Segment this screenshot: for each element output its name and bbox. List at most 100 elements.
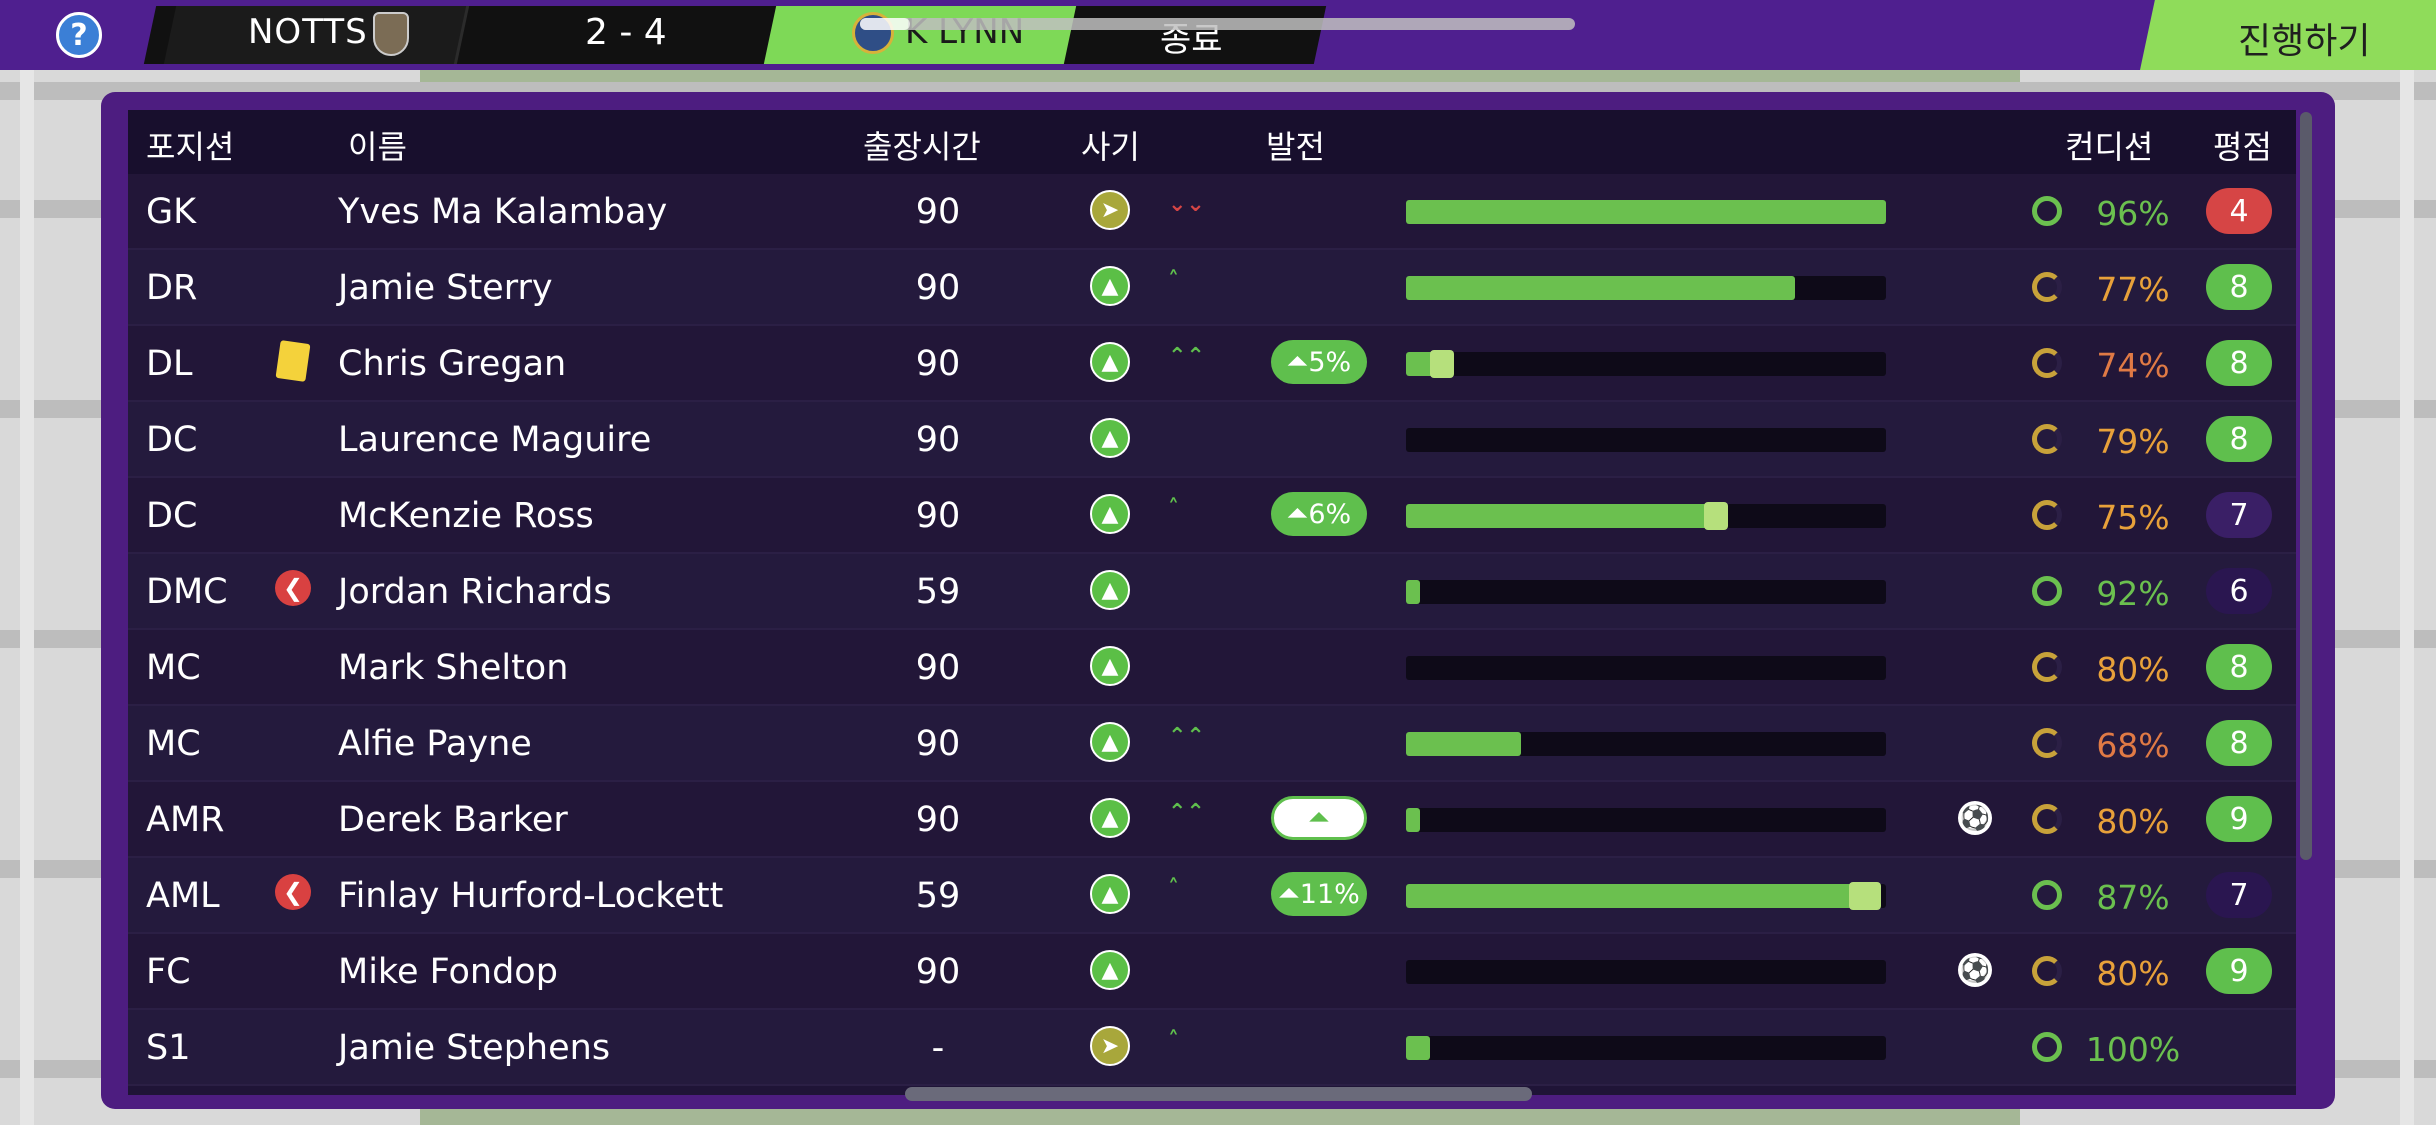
table-row[interactable]: DR Jamie Sterry 90 ▲ ˄ 77% 8 <box>128 250 2296 326</box>
condition-value: 87% <box>2096 878 2170 917</box>
player-name[interactable]: Jamie Sterry <box>338 268 553 308</box>
development-value: 5% <box>1308 346 1352 378</box>
header-name[interactable]: 이름 <box>348 128 407 166</box>
development-badge: ⏶ 6% <box>1271 492 1367 536</box>
morale-trend-icon: ˄ <box>1168 496 1179 521</box>
sub-off-icon: ❮ <box>275 570 311 606</box>
morale-sideways-icon: ➤ <box>1090 1026 1130 1066</box>
player-name[interactable]: Derek Barker <box>338 800 568 840</box>
table-row[interactable]: S1 Jamie Stephens - ➤ ˄ 100% <box>128 1010 2296 1086</box>
player-position: S1 <box>146 1028 191 1068</box>
player-position: MC <box>146 724 201 764</box>
player-position: DL <box>146 344 193 384</box>
vertical-scrollbar[interactable] <box>2300 112 2312 860</box>
header-development[interactable]: 발전 <box>1266 128 1325 166</box>
development-bar-fill <box>1406 504 1728 528</box>
table-row[interactable]: AML ❮ Finlay Hurford-Lockett 59 ▲ ˄ ⏶ 11% 87% 7 <box>128 858 2296 934</box>
condition-ring-icon <box>2032 880 2062 910</box>
player-name[interactable]: Laurence Maguire <box>338 420 652 460</box>
development-bar-fill <box>1406 1036 1430 1060</box>
table-row[interactable]: DC Laurence Maguire 90 ▲ 79% 8 <box>128 402 2296 478</box>
table-row[interactable]: DC McKenzie Ross 90 ▲ ˄ ⏶ 6% 75% 7 <box>128 478 2296 554</box>
table-header: 포지션 이름 출장시간 사기 발전 컨디션 평점 <box>128 110 2296 174</box>
player-position: DMC <box>146 572 228 612</box>
condition-value: 75% <box>2096 498 2170 537</box>
yellow-card-icon <box>275 340 311 382</box>
table-row[interactable]: GK Yves Ma Kalambay 90 ➤ ⌄⌄ 96% 4 <box>128 174 2296 250</box>
player-name[interactable]: Mark Shelton <box>338 648 569 688</box>
morale-up-icon: ▲ <box>1090 798 1130 838</box>
morale-trend-icon: ˄ <box>1168 268 1179 293</box>
development-bar-fill <box>1406 276 1795 300</box>
player-rating: 6 <box>2206 568 2272 614</box>
condition-value: 74% <box>2096 346 2170 385</box>
morale-up-icon: ▲ <box>1090 418 1130 458</box>
player-rating: 8 <box>2206 416 2272 462</box>
minutes-played: 90 <box>915 268 961 308</box>
morale-up-icon: ▲ <box>1090 266 1130 306</box>
player-position: FC <box>146 952 191 992</box>
morale-up-icon: ▲ <box>1090 342 1130 382</box>
player-rating: 9 <box>2206 948 2272 994</box>
table-row[interactable]: DMC ❮ Jordan Richards 59 ▲ 92% 6 <box>128 554 2296 630</box>
player-name[interactable]: Chris Gregan <box>338 344 567 384</box>
morale-sideways-icon: ➤ <box>1090 190 1130 230</box>
horizontal-scrollbar[interactable] <box>905 1087 1532 1101</box>
condition-ring-icon <box>2032 728 2062 758</box>
condition-ring-icon <box>2032 500 2062 530</box>
football-icon: ⚽ <box>1958 801 1992 835</box>
minutes-played: 90 <box>915 724 961 764</box>
minutes-played: 90 <box>915 420 961 460</box>
header-minutes[interactable]: 출장시간 <box>863 128 981 166</box>
match-progress-bar <box>860 18 1575 30</box>
player-position: GK <box>146 192 197 232</box>
development-bar-fill <box>1406 884 1881 908</box>
header-condition[interactable]: 컨디션 <box>2065 128 2154 166</box>
development-bar <box>1406 656 1886 680</box>
header-position[interactable]: 포지션 <box>146 128 235 166</box>
morale-trend-icon: ⌃⌃ <box>1168 724 1205 749</box>
development-bar <box>1406 1036 1886 1060</box>
minutes-played: 59 <box>915 572 961 612</box>
match-score: 2 - 4 <box>585 12 667 53</box>
player-name[interactable]: McKenzie Ross <box>338 496 594 536</box>
morale-trend-icon: ⌄⌄ <box>1168 192 1205 217</box>
development-chevron-icon: ⏶ <box>1308 802 1330 833</box>
player-name[interactable]: Yves Ma Kalambay <box>338 192 668 232</box>
condition-ring-icon <box>2032 576 2062 606</box>
sub-off-icon: ❮ <box>275 874 311 910</box>
development-bar-gain <box>1430 350 1454 378</box>
condition-ring-icon <box>2032 424 2062 454</box>
development-bar <box>1406 580 1886 604</box>
development-badge: ⏶ 11% <box>1271 872 1367 916</box>
minutes-played: 90 <box>915 648 961 688</box>
player-position: AML <box>146 876 220 916</box>
continue-button-label[interactable]: 진행하기 <box>2238 21 2371 62</box>
player-name[interactable]: Jamie Stephens <box>338 1028 611 1068</box>
player-name[interactable]: Jordan Richards <box>338 572 612 612</box>
condition-ring-icon <box>2032 348 2062 378</box>
morale-up-icon: ▲ <box>1090 570 1130 610</box>
minutes-played: 90 <box>915 192 961 232</box>
table-row[interactable]: AMR Derek Barker 90 ▲ ⌃⌃ ⏶ ⚽ 80% 9 <box>128 782 2296 858</box>
player-rating: 7 <box>2206 492 2272 538</box>
table-row[interactable]: DL Chris Gregan 90 ▲ ⌃⌃ ⏶ 5% 74% 8 <box>128 326 2296 402</box>
header-morale[interactable]: 사기 <box>1081 128 1140 166</box>
table-row[interactable]: FC Mike Fondop 90 ▲ ⚽ 80% 9 <box>128 934 2296 1010</box>
table-row[interactable]: MC Alfie Payne 90 ▲ ⌃⌃ 68% 8 <box>128 706 2296 782</box>
morale-up-icon: ▲ <box>1090 494 1130 534</box>
condition-value: 80% <box>2096 650 2170 689</box>
condition-ring-icon <box>2032 804 2062 834</box>
player-position: AMR <box>146 800 225 840</box>
player-name[interactable]: Alfie Payne <box>338 724 532 764</box>
player-name[interactable]: Finlay Hurford-Lockett <box>338 876 724 916</box>
player-rating: 9 <box>2206 796 2272 842</box>
development-value: 6% <box>1308 498 1352 530</box>
table-row[interactable]: MC Mark Shelton 90 ▲ 80% 8 <box>128 630 2296 706</box>
player-position: DR <box>146 268 198 308</box>
condition-ring-icon <box>2032 196 2062 226</box>
player-name[interactable]: Mike Fondop <box>338 952 558 992</box>
help-button[interactable]: ? <box>56 12 102 58</box>
header-rating[interactable]: 평점 <box>2213 128 2272 166</box>
help-icon: ? <box>70 17 88 53</box>
